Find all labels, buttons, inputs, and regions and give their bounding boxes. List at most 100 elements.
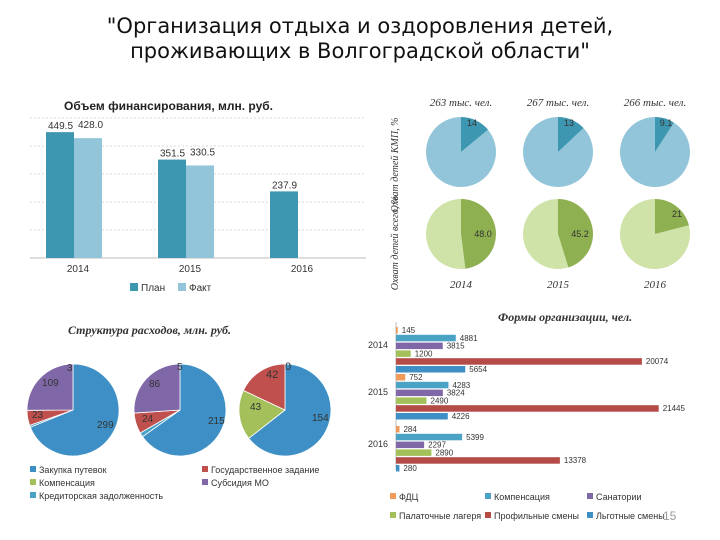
expenses-slice-label: 109 [42, 378, 59, 389]
coverage-kmp-pie-2015-label: 13 [564, 118, 574, 128]
forms-value-label: 145 [402, 326, 416, 335]
expenses-legend-label: Закупка путевок [39, 465, 107, 475]
forms-bar-2016-1 [396, 433, 463, 441]
expenses-slice-2016-1 [238, 389, 286, 439]
expenses-legend-swatch-0 [30, 466, 36, 472]
forms-legend-label: Санатории [596, 492, 641, 502]
forms-bar-2015-2 [396, 389, 443, 397]
page-title: "Организация отдыха и оздоровления детей… [0, 14, 720, 64]
forms-bar-2015-5 [396, 413, 448, 420]
funding-value-label: 237.9 [272, 180, 297, 191]
coverage-row-label-kmp: Охват детей КМП, % [390, 118, 401, 213]
forms-bar-2015-4 [396, 405, 659, 412]
forms-bar-2016-4 [396, 457, 560, 464]
forms-title: Формы организации, чел. [498, 310, 632, 324]
expenses-legend-label: Государственное задание [211, 465, 319, 475]
forms-bar-2015-3 [396, 397, 427, 404]
forms-legend-label: Палаточные лагеря [399, 511, 481, 521]
forms-value-label: 1200 [415, 349, 433, 358]
expenses-legend-swatch-4 [202, 479, 208, 485]
forms-value-label: 4881 [460, 334, 478, 343]
expenses-slice-label: 0 [285, 361, 291, 373]
expenses-slice-2014-4 [26, 363, 74, 411]
forms-value-label: 752 [409, 373, 423, 382]
expenses-legend-swatch-2 [30, 492, 36, 498]
forms-bar-2014-5 [396, 366, 466, 373]
forms-legend-swatch-3 [390, 512, 396, 518]
forms-value-label: 2890 [435, 448, 453, 457]
title-line-2: проживающих в Волгоградской области" [130, 39, 590, 63]
coverage-year-label: 2015 [547, 279, 570, 291]
forms-bar-2016-5 [396, 465, 400, 472]
coverage-row-label-total: Охват детей всего, % [390, 196, 401, 291]
funding-title: Объем финансирования, млн. руб. [64, 99, 273, 113]
coverage-kmp-pie-2016-share [655, 117, 674, 152]
forms-legend-swatch-1 [485, 493, 491, 499]
expenses-title: Структура расходов, млн. руб. [68, 323, 231, 337]
forms-value-label: 13378 [564, 456, 587, 465]
forms-bar-2014-0 [396, 327, 398, 334]
forms-category-label: 2015 [368, 387, 388, 397]
funding-value-label: 449.5 [48, 121, 73, 132]
coverage-total-pie-2014-share [461, 198, 497, 269]
forms-category-label: 2016 [368, 439, 388, 449]
expenses-slice-2016-0 [248, 363, 332, 457]
page-number: 15 [663, 509, 677, 523]
coverage-total-pie-2015-share [558, 199, 594, 268]
funding-category-label: 2015 [179, 264, 202, 275]
coverage-total-pie-2014-rest [426, 199, 466, 270]
funding-bar-Факт-2015 [186, 165, 214, 258]
forms-bar-2016-2 [396, 441, 425, 449]
forms-bar-2016-0 [396, 426, 400, 433]
coverage-column-header: 266 тыс. чел. [624, 97, 686, 109]
forms-value-label: 4283 [452, 381, 470, 390]
expenses-slice-2014-0 [29, 363, 120, 457]
coverage-kmp-pie-2014-label: 14 [467, 118, 477, 128]
funding-bar-План-2016 [270, 191, 298, 258]
funding-category-label: 2014 [67, 264, 90, 275]
coverage-total-pie-2015-label: 45.2 [571, 229, 589, 239]
expenses-slice-label: 86 [149, 379, 161, 390]
funding-legend-swatch-0 [130, 283, 138, 291]
coverage-total-pie-2016-share [655, 199, 689, 234]
forms-bar-2016-3 [396, 449, 432, 456]
expenses-slice-2015-0 [141, 363, 227, 457]
funding-bar-План-2015 [158, 159, 186, 258]
forms-legend-label: ФДЦ [399, 492, 419, 502]
forms-legend-swatch-5 [587, 512, 593, 518]
forms-bar-2014-2 [396, 342, 443, 350]
forms-legend-swatch-2 [587, 493, 593, 499]
coverage-column-header: 267 тыс. чел. [527, 97, 589, 109]
expenses-slice-label: 42 [266, 369, 278, 381]
funding-bar-План-2014 [46, 132, 74, 258]
forms-legend-label: Компенсация [494, 492, 550, 502]
expenses-slice-label: 154 [312, 413, 329, 424]
forms-legend-swatch-4 [485, 512, 491, 518]
funding-legend-label: План [141, 283, 165, 294]
forms-value-label: 284 [403, 425, 417, 434]
forms-value-label: 2297 [428, 441, 446, 450]
expenses-legend-label: Субсидия МО [211, 478, 269, 488]
expenses-slice-label: 299 [97, 420, 114, 431]
funding-legend-label: Факт [189, 283, 212, 294]
coverage-kmp-pie-2014-rest [425, 116, 496, 187]
title-line-1: "Организация отдыха и оздоровления детей… [106, 14, 614, 38]
forms-value-label: 20074 [646, 357, 669, 366]
expenses-slice-label: 5 [177, 362, 183, 373]
coverage-kmp-pie-2014-share [461, 117, 488, 152]
expenses-slice-label: 3 [67, 363, 73, 374]
coverage-column-header: 263 тыс. чел. [430, 97, 492, 109]
forms-value-label: 280 [403, 464, 417, 473]
forms-value-label: 3815 [447, 342, 465, 351]
expenses-slice-label: 43 [250, 402, 262, 413]
forms-value-label: 3824 [447, 389, 465, 398]
expenses-legend-swatch-3 [202, 466, 208, 472]
expenses-slice-label: 24 [142, 414, 154, 425]
forms-value-label: 5399 [466, 433, 484, 442]
expenses-slice-2015-4 [133, 363, 181, 414]
forms-value-label: 21445 [663, 404, 686, 413]
expenses-slice-2016-3 [242, 363, 286, 411]
forms-value-label: 2490 [431, 396, 449, 405]
expenses-legend-swatch-1 [30, 479, 36, 485]
